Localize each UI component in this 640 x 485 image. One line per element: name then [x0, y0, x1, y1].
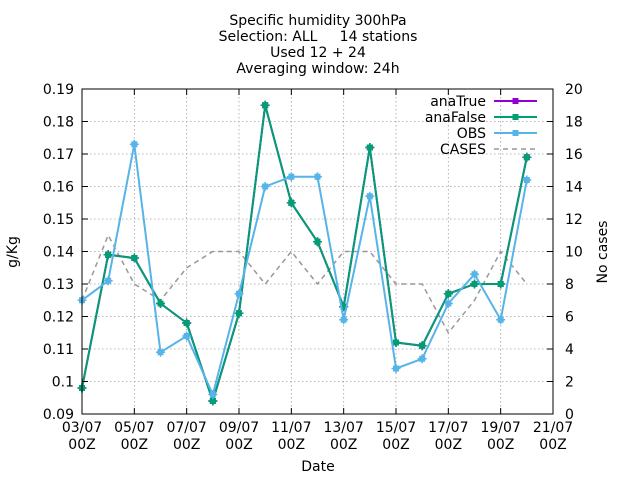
- y-tick-label: 0.11: [43, 342, 74, 358]
- data-point-obs: [182, 331, 192, 341]
- x-tick-label: 13/07: [323, 420, 363, 436]
- legend-label-obs: OBS: [457, 126, 486, 142]
- x-tick-label: 09/07: [219, 420, 259, 436]
- x-tick-label: 21/07: [533, 420, 573, 436]
- legend-marker-obs: [512, 130, 519, 136]
- title-line-3: Used 12 + 24: [270, 45, 366, 61]
- x-tick-label-time: 00Z: [330, 437, 357, 453]
- data-point-anafalse: [234, 308, 244, 318]
- data-point-obs: [522, 175, 532, 185]
- legend-marker-anatrue: [512, 98, 519, 104]
- x-axis-label: Date: [301, 459, 334, 475]
- data-point-obs: [365, 191, 375, 201]
- y-tick-label: 0.1: [52, 375, 74, 391]
- legend-label-anafalse: anaFalse: [425, 110, 486, 126]
- y-tick-label: 0.15: [43, 212, 74, 228]
- y2-tick-label: 6: [565, 310, 574, 326]
- x-tick-label-time: 00Z: [278, 437, 305, 453]
- x-tick-label: 05/07: [114, 420, 154, 436]
- y2-tick-label: 4: [565, 342, 574, 358]
- y2-tick-label: 16: [565, 147, 583, 163]
- data-point-anafalse: [522, 152, 532, 162]
- series-line-cases: [81, 234, 528, 334]
- title-line-2: Selection: ALL 14 stations: [219, 29, 418, 45]
- data-point-anafalse: [129, 253, 139, 263]
- data-point-anafalse: [365, 143, 375, 152]
- x-tick-label-time: 00Z: [382, 437, 409, 453]
- title-line-1: Specific humidity 300hPa: [229, 13, 406, 29]
- data-point-obs: [208, 390, 218, 399]
- data-point-obs: [443, 299, 453, 308]
- x-tick-label: 15/07: [376, 420, 416, 436]
- series-group: [77, 100, 532, 406]
- data-point-obs: [129, 139, 139, 149]
- legend-marker-anafalse: [512, 114, 519, 120]
- x-tick-label: 19/07: [480, 420, 520, 436]
- x-tick-label-time: 00Z: [121, 437, 148, 453]
- x-tick-label-time: 00Z: [539, 437, 566, 453]
- y2-tick-label: 12: [565, 212, 583, 228]
- legend-label-cases: CASES: [440, 142, 486, 158]
- data-point-obs: [417, 354, 427, 364]
- y-tick-label: 0.09: [43, 407, 74, 423]
- data-point-obs: [260, 182, 270, 191]
- y-tick-label: 0.14: [43, 245, 74, 261]
- x-tick-label: 17/07: [428, 420, 468, 436]
- data-point-anafalse: [103, 250, 113, 260]
- data-point-obs: [391, 364, 401, 373]
- y-tick-label: 0.13: [43, 277, 74, 293]
- data-point-obs: [470, 269, 479, 279]
- data-point-anafalse: [417, 341, 427, 351]
- x-tick-label-time: 00Z: [68, 437, 95, 453]
- data-point-anafalse: [156, 299, 165, 308]
- y-axis-label: g/Kg: [5, 236, 21, 268]
- x-tick-label-time: 00Z: [487, 437, 514, 453]
- series-line-obs: [81, 143, 528, 396]
- data-point-obs: [339, 315, 349, 325]
- data-point-anafalse: [313, 237, 322, 247]
- y-tick-label: 0.17: [43, 147, 74, 163]
- y2-tick-label: 2: [565, 375, 574, 391]
- x-tick-label-time: 00Z: [435, 437, 462, 453]
- x-tick-label: 11/07: [271, 420, 311, 436]
- y2-tick-label: 14: [565, 180, 583, 196]
- data-point-anafalse: [286, 198, 296, 208]
- title-line-4: Averaging window: 24h: [236, 61, 399, 77]
- series-line-anafalse: [81, 104, 528, 402]
- data-point-anafalse: [496, 279, 506, 289]
- data-point-obs: [496, 315, 506, 325]
- x-tick-label: 03/07: [62, 420, 102, 436]
- data-point-anafalse: [182, 318, 192, 328]
- data-point-obs: [313, 172, 322, 182]
- y-tick-label: 0.19: [43, 82, 74, 98]
- x-tick-label-time: 00Z: [173, 437, 200, 453]
- legend-label-anatrue: anaTrue: [430, 94, 486, 110]
- data-point-obs: [156, 347, 165, 357]
- data-point-anafalse: [470, 279, 479, 289]
- y2-tick-label: 20: [565, 82, 583, 98]
- y-tick-label: 0.18: [43, 115, 74, 131]
- data-point-anafalse: [260, 100, 270, 110]
- axis-ticks: 0.09 0.1 0.11 0.12 0.13 0.14 0.15 0.16 0.17 0.18 0…: [43, 82, 583, 453]
- data-point-obs: [234, 289, 244, 299]
- y2-tick-label: 18: [565, 115, 583, 131]
- y2-tick-label: 0: [565, 407, 574, 423]
- x-tick-label: 07/07: [166, 420, 206, 436]
- data-point-obs: [103, 276, 113, 286]
- x-tick-label-time: 00Z: [225, 437, 252, 453]
- y2-tick-label: 8: [565, 277, 574, 293]
- y2-tick-label: 10: [565, 245, 583, 261]
- data-point-obs: [286, 172, 296, 182]
- chart-title: Specific humidity 300hPa Selection: ALL …: [219, 13, 418, 77]
- y-tick-label: 0.12: [43, 310, 74, 326]
- y2-axis-label: No cases: [595, 221, 611, 284]
- y-tick-label: 0.16: [43, 180, 74, 196]
- data-point-anafalse: [443, 289, 453, 299]
